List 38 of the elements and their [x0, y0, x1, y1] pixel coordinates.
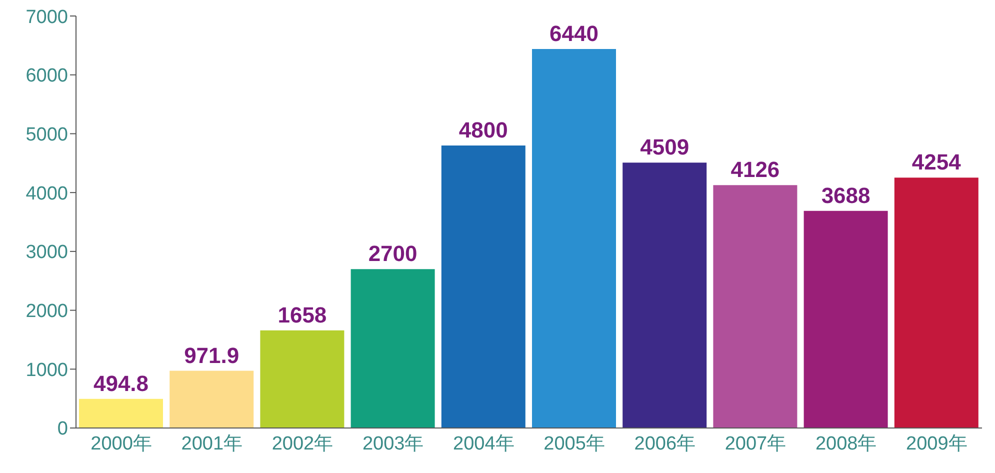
bar	[804, 210, 888, 428]
y-tick-label: 0	[57, 418, 68, 440]
x-tick-label: 2005年	[544, 433, 605, 454]
bar	[622, 162, 707, 428]
y-tick-label: 7000	[26, 6, 68, 28]
data-label: 971.9	[184, 342, 240, 368]
y-tick-label: 2000	[26, 301, 68, 322]
bar	[532, 48, 616, 428]
data-label: 1658	[278, 302, 327, 328]
y-tick-label: 3000	[26, 242, 68, 264]
x-tick-label: 2006年	[634, 433, 696, 454]
x-tick-label: 2008年	[815, 433, 877, 454]
bar	[713, 185, 798, 428]
data-label: 4800	[458, 117, 508, 142]
bar	[170, 370, 254, 428]
data-label: 4254	[912, 150, 962, 175]
data-label: 494.8	[93, 370, 149, 396]
x-tick-label: 2002年	[272, 433, 334, 454]
data-label: 4126	[730, 157, 780, 182]
bar	[79, 398, 163, 428]
data-label: 4509	[640, 134, 690, 160]
x-tick-label: 2001年	[181, 433, 243, 454]
bar	[894, 178, 978, 428]
data-label: 3688	[821, 182, 870, 208]
y-tick-label: 1000	[26, 360, 68, 381]
x-tick-label: 2003年	[362, 433, 424, 454]
x-tick-label: 2009年	[906, 433, 968, 454]
y-tick-label: 5000	[26, 124, 68, 146]
x-tick-label: 2000年	[90, 433, 152, 454]
x-tick-label: 2004年	[453, 433, 514, 454]
y-tick-label: 4000	[26, 183, 68, 204]
bar	[441, 145, 526, 428]
data-label: 6440	[550, 20, 598, 46]
bar	[260, 330, 344, 428]
x-tick-label: 2007年	[724, 433, 786, 454]
bar	[350, 269, 435, 428]
y-tick-label: 6000	[26, 66, 68, 87]
data-label: 2700	[368, 241, 418, 266]
